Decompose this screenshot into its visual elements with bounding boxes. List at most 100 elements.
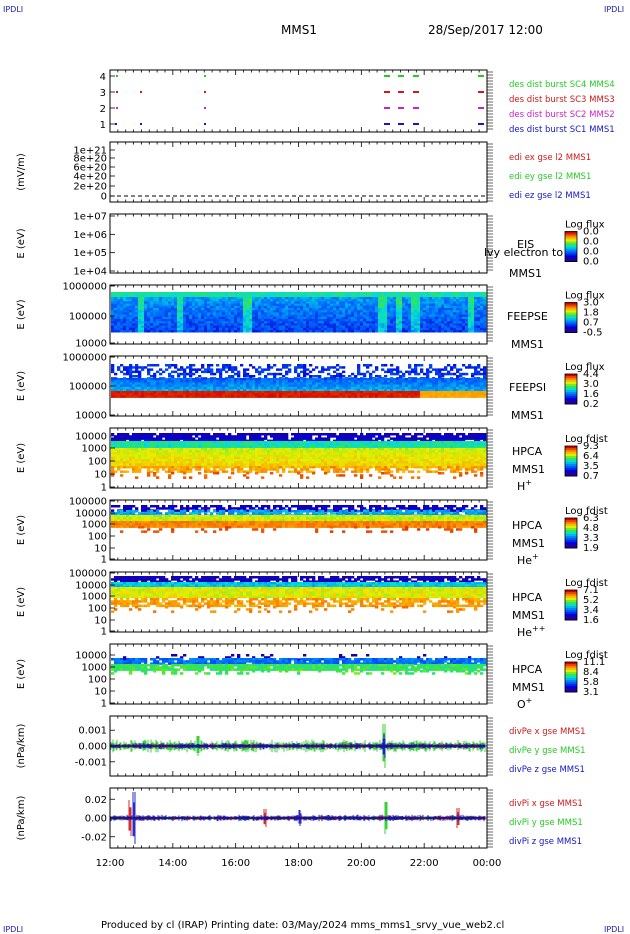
spectrogram-cell	[339, 319, 343, 322]
spectrogram-cell	[336, 316, 340, 320]
spectrogram-cell	[171, 391, 175, 394]
spectrogram-cell	[285, 327, 289, 331]
spectrogram-cell	[246, 378, 250, 381]
spectrogram-cell	[147, 439, 151, 443]
spectrogram-cell	[240, 323, 244, 326]
spectrogram-cell	[255, 301, 259, 304]
spectrogram-cell	[375, 321, 379, 324]
spectrogram-cell	[183, 433, 187, 436]
spectrogram-cell	[150, 395, 154, 398]
spectrogram-cell	[168, 301, 172, 304]
spectrogram-cell	[360, 325, 364, 329]
spectrogram-cell	[165, 310, 169, 313]
spectrogram-cell	[408, 297, 412, 300]
spectrogram-cell	[264, 325, 268, 329]
spectrogram-cell	[129, 325, 133, 329]
spectrogram-cell	[198, 316, 202, 320]
spectrogram-cell	[294, 382, 298, 385]
spectrogram-cell	[429, 292, 433, 295]
spectrogram-cell	[384, 384, 388, 388]
spectrogram-cell	[144, 366, 148, 369]
spectrogram-cell	[342, 395, 346, 398]
spectrogram-cell	[393, 391, 397, 394]
spectrogram-cell	[300, 327, 304, 331]
spectrogram-cell	[273, 378, 277, 381]
spectrogram-cell	[327, 319, 331, 322]
spectrogram-cell	[408, 382, 412, 385]
spectrogram-cell	[261, 301, 265, 304]
spectrogram-cell	[411, 327, 415, 331]
spectrogram-cell	[336, 325, 340, 329]
spectrogram-cell	[126, 319, 130, 322]
spectrogram-cell	[267, 380, 271, 383]
spectrogram-cell	[429, 380, 433, 383]
spectrogram-cell	[279, 310, 283, 313]
colorbar-step	[565, 326, 577, 329]
spectrogram-cell	[420, 299, 424, 302]
spectrogram-cell	[159, 433, 163, 436]
spectrogram-cell	[129, 314, 133, 318]
spectrogram-cell	[141, 380, 145, 383]
spectrogram-cell	[156, 382, 160, 385]
spectrogram-cell	[114, 380, 118, 383]
spectrogram-cell	[183, 330, 187, 333]
spectrogram-cell	[150, 292, 154, 295]
spectrogram-cell	[288, 370, 292, 374]
spectrogram-cell	[468, 391, 472, 394]
spectrogram-cell	[315, 375, 319, 378]
spectrogram-cell	[363, 305, 367, 309]
spectrogram-cell	[387, 312, 391, 315]
spectrogram-cell	[375, 384, 379, 388]
spectrogram-cell	[435, 382, 439, 385]
burst-mark	[478, 123, 484, 125]
spectrogram-cell	[159, 389, 163, 392]
spectrogram-cell	[405, 378, 409, 381]
spectrogram-cell	[471, 393, 475, 396]
spectrogram-cell	[237, 437, 241, 440]
spectrogram-cell	[165, 435, 169, 438]
feeps-e-colorbar-frame	[564, 302, 578, 333]
spectrogram-cell	[126, 435, 130, 438]
spectrogram-cell	[321, 393, 325, 396]
spectrogram-cell	[159, 314, 163, 318]
spectrogram-cell	[324, 330, 328, 333]
spectrogram-cell	[375, 323, 379, 326]
spectrogram-cell	[135, 384, 139, 388]
spectrogram-cell	[162, 308, 166, 311]
spectrogram-cell	[222, 294, 226, 297]
spectrogram-cell	[120, 437, 124, 440]
spectrogram-cell	[372, 314, 376, 318]
spectrogram-cell	[465, 389, 469, 392]
spectrogram-cell	[201, 391, 205, 394]
spectrogram-cell	[273, 312, 277, 315]
spectrogram-cell	[450, 314, 454, 318]
spectrogram-cell	[228, 323, 232, 326]
spectrogram-cell	[129, 305, 133, 309]
spectrogram-cell	[153, 386, 157, 390]
spectrogram-cell	[135, 325, 139, 329]
spectrogram-cell	[459, 323, 463, 326]
spectrogram-cell	[414, 319, 418, 322]
spectrogram-cell	[225, 303, 229, 307]
spectrogram-cell	[147, 437, 151, 440]
spectrogram-cell	[255, 435, 259, 438]
spectrogram-cell	[414, 297, 418, 300]
spectrogram-cell	[129, 327, 133, 331]
spectrogram-cell	[234, 321, 238, 324]
spectrogram-cell	[237, 393, 241, 396]
feeps-e-colorbar	[565, 302, 577, 333]
spectrogram-cell	[330, 310, 334, 313]
spectrogram-cell	[306, 312, 310, 315]
spectrogram-cell	[156, 437, 160, 440]
eis-colorbar-title: Log flux	[565, 220, 605, 231]
spectrogram-cell	[303, 382, 307, 385]
spectrogram-cell	[183, 319, 187, 322]
spectrogram-cell	[462, 395, 466, 398]
spectrogram-cell	[333, 321, 337, 324]
spectrogram-cell	[423, 327, 427, 331]
spectrogram-cell	[483, 395, 487, 398]
spectrogram-cell	[270, 314, 274, 318]
spectrogram-cell	[420, 389, 424, 392]
colorbar-step	[565, 249, 577, 252]
spectrogram-cell	[321, 297, 325, 300]
